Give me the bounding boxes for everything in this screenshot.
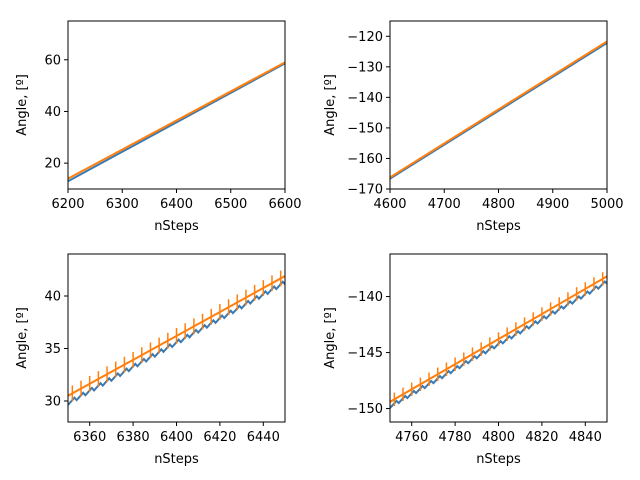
x-axis-label: nSteps xyxy=(476,219,521,234)
y-tick-label: −140 xyxy=(347,290,383,305)
x-tick-label: 4820 xyxy=(525,430,558,445)
subplot-bottom-left: 6360 6380 6400 6420 6440 30 35 40 nSteps Angle, [… xyxy=(15,253,286,467)
series-line-1 xyxy=(68,61,285,180)
plot-area xyxy=(390,272,607,409)
x-tick-label: 4900 xyxy=(536,197,569,212)
plot-area xyxy=(390,40,607,180)
y-tick-label: 40 xyxy=(44,290,61,305)
y-axis-label: Angle, [º] xyxy=(323,74,338,136)
y-tick-label: −170 xyxy=(347,183,383,198)
subplot-top-right: 4600 4700 4800 4900 5000 −170 −160 −150 −140 −130… xyxy=(323,20,624,234)
x-tick-label: 6300 xyxy=(106,197,139,212)
y-axis-label: Angle, [º] xyxy=(15,74,30,136)
x-tick-label: 4760 xyxy=(395,430,428,445)
x-tick-label: 4600 xyxy=(373,197,406,212)
series-line-0 xyxy=(68,62,285,183)
y-tick-label: −145 xyxy=(347,346,383,361)
y-tick-label: 30 xyxy=(44,395,61,410)
x-tick-label: 6380 xyxy=(117,430,150,445)
y-axis-label: Angle, [º] xyxy=(323,307,338,369)
subplot-bottom-right: 4760 4780 4800 4820 4840 −150 −145 −140 nSteps An… xyxy=(323,253,608,467)
x-tick-label: 6420 xyxy=(203,430,236,445)
series-line-0 xyxy=(390,42,607,180)
x-tick-label: 6200 xyxy=(51,197,84,212)
x-tick-label: 6360 xyxy=(73,430,106,445)
y-tick-label: −150 xyxy=(347,402,383,417)
x-tick-label: 4800 xyxy=(482,430,515,445)
y-tick-label: −130 xyxy=(347,60,383,75)
x-tick-label: 6500 xyxy=(214,197,247,212)
x-tick-label: 4840 xyxy=(569,430,602,445)
x-tick-label: 6600 xyxy=(268,197,301,212)
x-axis-label: nSteps xyxy=(154,452,199,467)
x-tick-label: 6400 xyxy=(160,197,193,212)
y-tick-label: −120 xyxy=(347,30,383,45)
y-tick-label: −160 xyxy=(347,152,383,167)
y-tick-label: 40 xyxy=(44,105,61,120)
plot-area xyxy=(68,61,285,183)
y-tick-label: −140 xyxy=(347,91,383,106)
subplot-top-left: 6200 6300 6400 6500 6600 20 40 60 nSteps Angle, [… xyxy=(15,20,302,234)
y-tick-label: 60 xyxy=(44,53,61,68)
series-line-1 xyxy=(390,40,607,179)
y-axis-label: Angle, [º] xyxy=(15,307,30,369)
y-tick-label: −150 xyxy=(347,121,383,136)
x-tick-label: 4700 xyxy=(428,197,461,212)
x-tick-label: 4780 xyxy=(439,430,472,445)
y-tick-label: 35 xyxy=(44,342,61,357)
x-axis-label: nSteps xyxy=(476,452,521,467)
y-tick-label: 20 xyxy=(44,157,61,172)
plot-area xyxy=(68,270,285,406)
x-tick-label: 4800 xyxy=(482,197,515,212)
x-tick-label: 5000 xyxy=(590,197,623,212)
x-tick-label: 6400 xyxy=(160,430,193,445)
x-axis-label: nSteps xyxy=(154,219,199,234)
x-tick-label: 6440 xyxy=(247,430,280,445)
